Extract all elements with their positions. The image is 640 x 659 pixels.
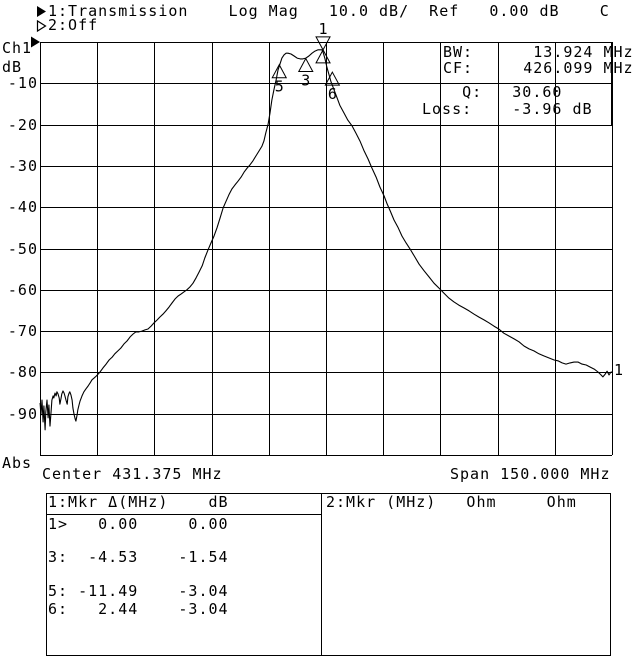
q-loss-readout-box	[440, 83, 612, 126]
header-measurement-line: 1:Transmission Log Mag 10.0 dB/ Ref 0.00…	[48, 2, 610, 20]
y-tick-label: -10	[7, 74, 38, 92]
marker-6-up-triangle-icon	[324, 71, 341, 86]
y-tick-label: -20	[7, 116, 38, 134]
marker-table-borders	[46, 493, 611, 656]
y-tick-label: -60	[7, 281, 38, 299]
marker-3-up-triangle-icon	[297, 57, 314, 73]
y-tick-label: -70	[7, 322, 38, 340]
channel-2-inactive-icon	[36, 19, 47, 33]
y-tick-label: -80	[7, 363, 38, 381]
marker-1-down-triangle-icon	[315, 36, 331, 51]
marker-6-label: 6	[328, 85, 337, 103]
center-frequency-label: Center 431.375 MHz	[42, 465, 223, 483]
marker-table-outline	[46, 493, 611, 656]
header-channel2-line: 2:Off	[48, 16, 99, 34]
marker-row-3: 3: -4.53 -1.54	[48, 548, 229, 566]
y-tick-label: -90	[7, 405, 38, 423]
marker-row-6: 6: 2.44 -3.04	[48, 600, 229, 618]
trace-end-number: 1	[614, 361, 625, 379]
transmission-trace	[39, 49, 613, 431]
marker-row-1: 1> 0.00 0.00	[48, 515, 229, 533]
y-axis-abs-label: Abs	[2, 454, 33, 472]
marker-1-up-triangle-icon	[315, 48, 331, 64]
marker-row-5: 5: -11.49 -3.04	[48, 582, 229, 600]
trace-markers: 1 35 6	[271, 20, 341, 103]
y-tick-label: -30	[7, 157, 38, 175]
marker-table-left-header: 1:Mkr Δ(MHz) dB	[48, 493, 229, 511]
marker-5-label: 5	[275, 78, 284, 96]
trace	[39, 49, 613, 431]
y-tick-label: -40	[7, 198, 38, 216]
readout-boxes	[440, 42, 612, 126]
marker-5-up-triangle-icon	[271, 63, 288, 79]
center-freq-readout: CF: 426.099 MHz	[443, 59, 634, 77]
span-label: Span 150.000 MHz	[450, 465, 611, 483]
marker-1-label: 1	[319, 20, 328, 38]
q-factor-readout: Q: 30.60	[422, 83, 563, 101]
bandwidth-readout: BW: 13.924 MHz	[443, 43, 634, 61]
channel-1-active-icon	[37, 6, 46, 17]
marker-3-label: 3	[301, 72, 310, 90]
marker-table-right-header: 2:Mkr (MHz) Ohm Ohm	[326, 493, 577, 511]
y-axis-unit: dB	[2, 58, 23, 76]
y-tick-label: -50	[7, 240, 38, 258]
channel-label: Ch1	[2, 39, 33, 57]
ref-level-indicator-icon	[31, 36, 40, 48]
loss-readout: Loss: -3.96 dB	[422, 100, 593, 118]
